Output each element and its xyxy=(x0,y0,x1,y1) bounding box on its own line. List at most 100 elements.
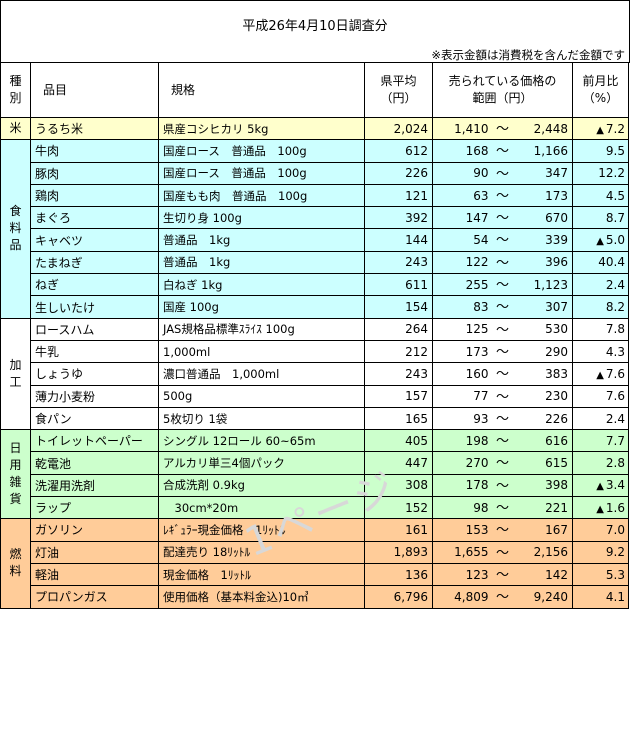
item-spec: 白ねぎ 1kg xyxy=(158,273,365,297)
month-ratio: 4.1 xyxy=(572,585,629,609)
ratio-value: 1.6 xyxy=(605,500,625,515)
item-name: 灯油 xyxy=(30,540,159,564)
price-high: 530 xyxy=(512,317,573,341)
price-high: 307 xyxy=(512,295,573,319)
price-low: 123 xyxy=(432,562,493,587)
month-ratio: 7.7 xyxy=(572,429,629,453)
ratio-value: 4.1 xyxy=(605,589,625,604)
increase-triangle-icon: ▲ xyxy=(596,369,604,381)
table-row: キャベツ 普通品 1kg 144 54 ～ 339 ▲ 5.0 xyxy=(1,228,629,252)
table-row: 食パン 5枚切り 1袋 165 93 ～ 226 2.4 xyxy=(1,406,629,431)
month-ratio: 4.5 xyxy=(572,183,629,208)
sheet-header: 平成26年4月10日調査分 ※表示金額は消費税を含んだ金額です xyxy=(0,0,630,63)
table-row: 鶏肉 国産もも肉 普通品 100g 121 63 ～ 173 4.5 xyxy=(1,183,629,208)
table-row: 乾電池 アルカリ単三4個パック 447 270 ～ 615 2.8 xyxy=(1,451,629,475)
tax-note: ※表示金額は消費税を含んだ金額です xyxy=(431,48,625,62)
ratio-value: 7.2 xyxy=(605,121,625,136)
table-row: 豚肉 国産ロース 普通品 100g 226 90 ～ 347 12.2 xyxy=(1,161,629,185)
item-name: しょうゆ xyxy=(30,362,159,386)
header-avg: 県平均 （円） xyxy=(364,62,433,118)
prefecture-average: 447 xyxy=(364,451,433,475)
range-tilde: ～ xyxy=(492,562,513,587)
table-row: まぐろ 生切り身 100g 392 147 ～ 670 8.7 xyxy=(1,206,629,230)
item-spec: 5枚切り 1袋 xyxy=(158,406,365,431)
month-ratio: ▲ 7.6 xyxy=(572,362,629,386)
ratio-value: 7.6 xyxy=(605,366,625,381)
month-ratio: ▲ 7.2 xyxy=(572,116,629,141)
month-ratio: 2.4 xyxy=(572,273,629,297)
price-low: 90 xyxy=(432,161,493,185)
price-low: 63 xyxy=(432,183,493,208)
range-tilde: ～ xyxy=(492,295,513,319)
prefecture-average: 1,893 xyxy=(364,540,433,564)
item-spec: 普通品 1kg xyxy=(158,228,365,252)
category-label: 米 xyxy=(0,116,31,141)
range-tilde: ～ xyxy=(492,206,513,230)
item-spec: 生切り身 100g xyxy=(158,206,365,230)
table-row: プロパンガス 使用価格（基本料金込)10㎥ 6,796 4,809 ～ 9,240 4.1 xyxy=(1,585,629,609)
range-tilde: ～ xyxy=(492,585,513,609)
price-low: 173 xyxy=(432,339,493,364)
range-tilde: ～ xyxy=(492,473,513,498)
price-high: 383 xyxy=(512,362,573,386)
table-row: 薄力小麦粉 500g 157 77 ～ 230 7.6 xyxy=(1,384,629,408)
ratio-value: 40.4 xyxy=(598,255,625,270)
ratio-value: 4.3 xyxy=(605,344,625,359)
item-name: 牛乳 xyxy=(30,339,159,364)
item-name: たまねぎ xyxy=(30,250,159,275)
item-spec: 合成洗剤 0.9kg xyxy=(158,473,365,498)
header-category: 種別 xyxy=(0,62,31,118)
item-spec: ﾚｷﾞｭﾗｰ現金価格 1ﾘｯﾄﾙ xyxy=(158,518,365,542)
ratio-value: 8.7 xyxy=(605,210,625,225)
item-name: まぐろ xyxy=(30,206,159,230)
item-name: プロパンガス xyxy=(30,585,159,609)
category-label: 食料品 xyxy=(0,139,31,319)
item-spec: 現金価格 1ﾘｯﾄﾙ xyxy=(158,562,365,587)
table-row: 日用雑貨トイレットペーパー シングル 12ロール 60~65m 405 198 ～ 616… xyxy=(0,429,629,520)
prefecture-average: 152 xyxy=(364,496,433,520)
price-high: 173 xyxy=(512,183,573,208)
ratio-value: 9.2 xyxy=(605,545,625,560)
price-low: 160 xyxy=(432,362,493,386)
prefecture-average: 6,796 xyxy=(364,585,433,609)
ratio-value: 5.3 xyxy=(605,567,625,582)
item-spec: アルカリ単三4個パック xyxy=(158,451,365,475)
month-ratio: 4.3 xyxy=(572,339,629,364)
month-ratio: ▲ 3.4 xyxy=(572,473,629,498)
price-high: 2,448 xyxy=(512,116,573,141)
item-spec: 500g xyxy=(158,384,365,408)
item-spec: 国産もも肉 普通品 100g xyxy=(158,183,365,208)
item-spec: JAS規格品標準ｽﾗｲｽ 100g xyxy=(158,317,365,341)
price-high: 226 xyxy=(512,406,573,431)
category-label: 日用雑貨 xyxy=(0,429,31,520)
price-low: 153 xyxy=(432,518,493,542)
price-high: 1,166 xyxy=(512,139,573,163)
increase-triangle-icon: ▲ xyxy=(596,481,604,493)
item-name: ロースハム xyxy=(30,317,159,341)
price-low: 125 xyxy=(432,317,493,341)
prefecture-average: 2,024 xyxy=(364,116,433,141)
table-row: しょうゆ 濃口普通品 1,000ml 243 160 ～ 383 ▲ 7.6 xyxy=(1,362,629,386)
prefecture-average: 165 xyxy=(364,406,433,431)
price-high: 167 xyxy=(512,518,573,542)
range-tilde: ～ xyxy=(492,183,513,208)
range-tilde: ～ xyxy=(492,339,513,364)
price-high: 221 xyxy=(512,496,573,520)
range-tilde: ～ xyxy=(492,496,513,520)
prefecture-average: 264 xyxy=(364,317,433,341)
item-name: 豚肉 xyxy=(30,161,159,185)
month-ratio: 7.8 xyxy=(572,317,629,341)
prefecture-average: 136 xyxy=(364,562,433,587)
prefecture-average: 154 xyxy=(364,295,433,319)
item-name: ラップ xyxy=(30,496,159,520)
ratio-value: 7.7 xyxy=(605,433,625,448)
prefecture-average: 243 xyxy=(364,250,433,275)
range-tilde: ～ xyxy=(492,273,513,297)
price-low: 122 xyxy=(432,250,493,275)
price-low: 4,809 xyxy=(432,585,493,609)
price-low: 93 xyxy=(432,406,493,431)
ratio-value: 4.5 xyxy=(605,188,625,203)
header-spec: 規格 xyxy=(158,62,365,118)
item-spec: 国産ロース 普通品 100g xyxy=(158,139,365,163)
item-name: ガソリン xyxy=(30,518,159,542)
